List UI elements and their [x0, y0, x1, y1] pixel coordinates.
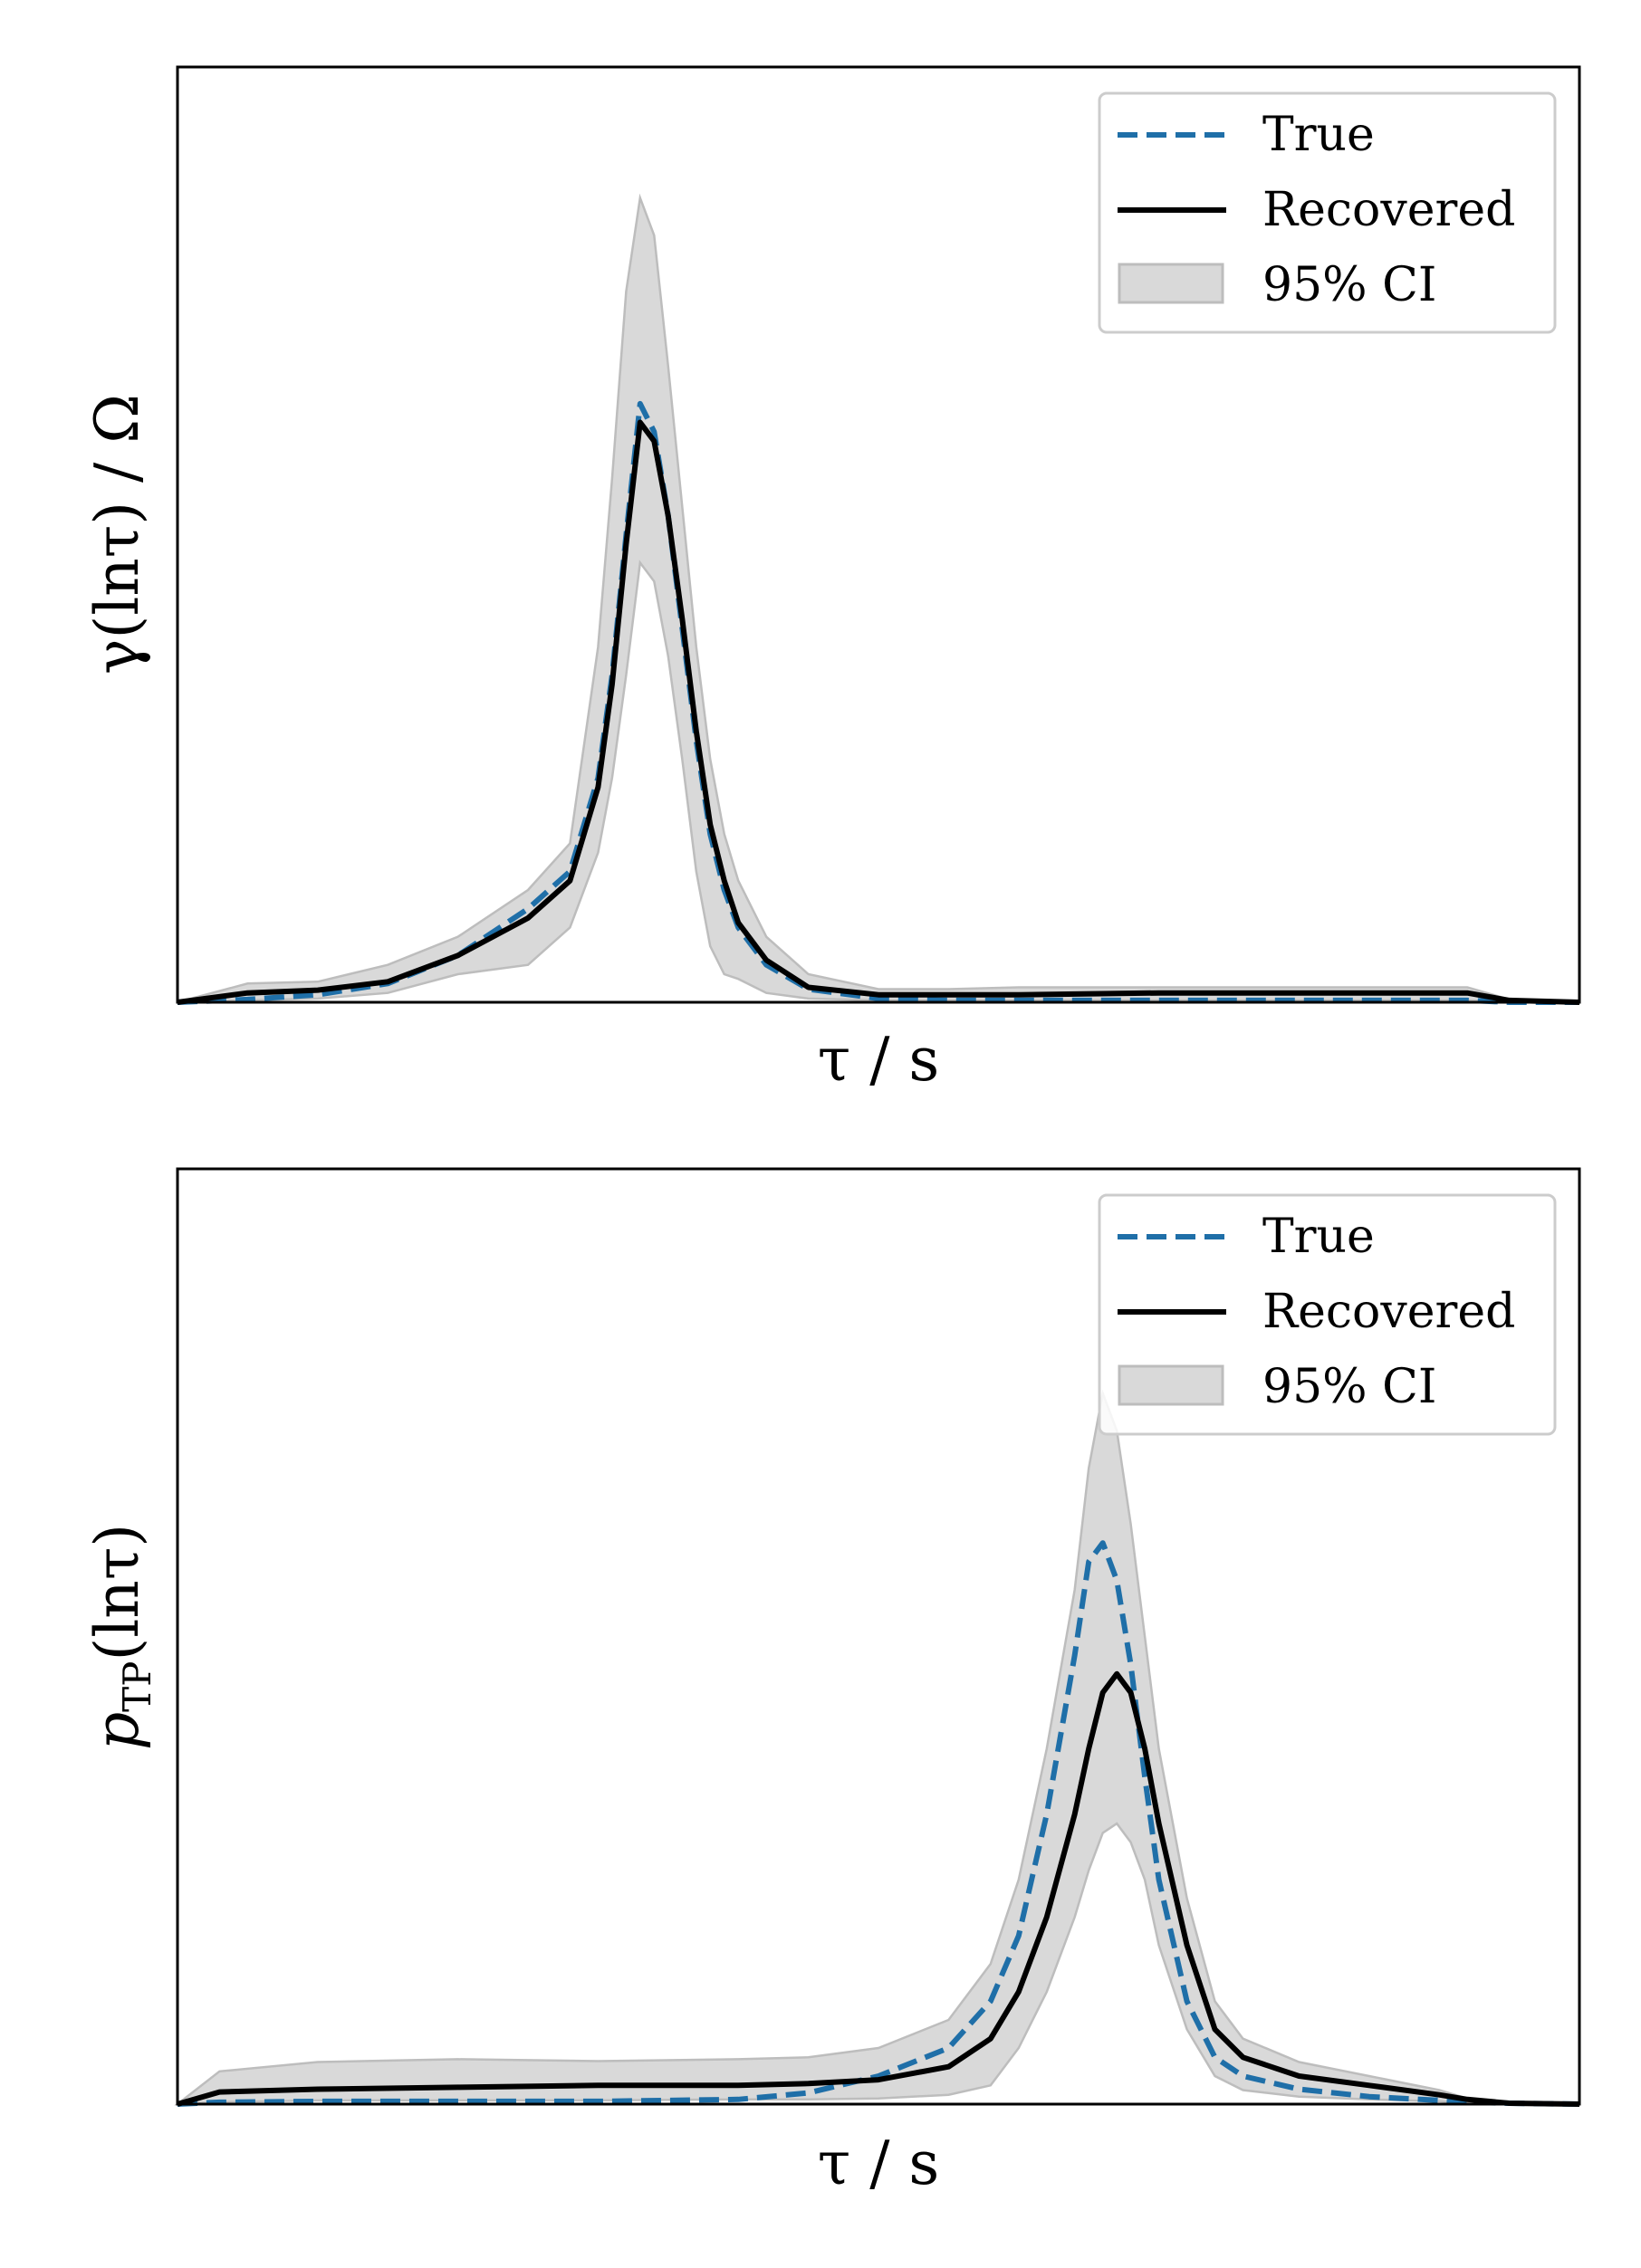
legend-ci-label: 95% CI: [1262, 258, 1436, 312]
legend-ci-swatch: [1118, 1364, 1224, 1406]
legend-ci-swatch: [1118, 263, 1224, 304]
plot-area-bottom: [174, 1389, 1580, 2107]
y-axis-label-top: γ(lnτ) / Ω: [82, 394, 152, 675]
legend-recovered-label: Recovered: [1262, 183, 1515, 237]
panel-top: True Recovered 95% CI τ / s γ(lnτ) / Ω: [82, 65, 1581, 1095]
panel-bottom: True Recovered 95% CI τ / s pTP(lnτ): [82, 1167, 1581, 2198]
legend-ci-label: 95% CI: [1262, 1360, 1436, 1414]
legend-top: True Recovered 95% CI: [1098, 91, 1557, 334]
series-line-true: [177, 400, 1579, 1005]
y-label-rest: (lnτ): [82, 1524, 152, 1661]
ci-band: [174, 1389, 1580, 2106]
x-axis-label-bottom: τ / s: [818, 2129, 940, 2198]
axes-frame-bottom: [176, 1167, 1581, 2106]
series-line-true: [177, 1540, 1580, 2107]
series-line-recovered: [177, 1670, 1580, 2107]
legend-true-label: True: [1262, 108, 1375, 162]
legend-recovered-label: Recovered: [1262, 1285, 1515, 1339]
series-line-recovered: [177, 419, 1580, 1005]
axes-frame-top: [176, 65, 1581, 1004]
y-label-main: p: [82, 1712, 152, 1750]
y-label-sub: TP: [115, 1661, 159, 1712]
x-axis-label-top: τ / s: [818, 1025, 940, 1095]
legend-bottom: True Recovered 95% CI: [1098, 1193, 1557, 1436]
y-axis-label-bottom: pTP(lnτ): [82, 1524, 159, 1750]
legend-true-label: True: [1262, 1210, 1375, 1264]
